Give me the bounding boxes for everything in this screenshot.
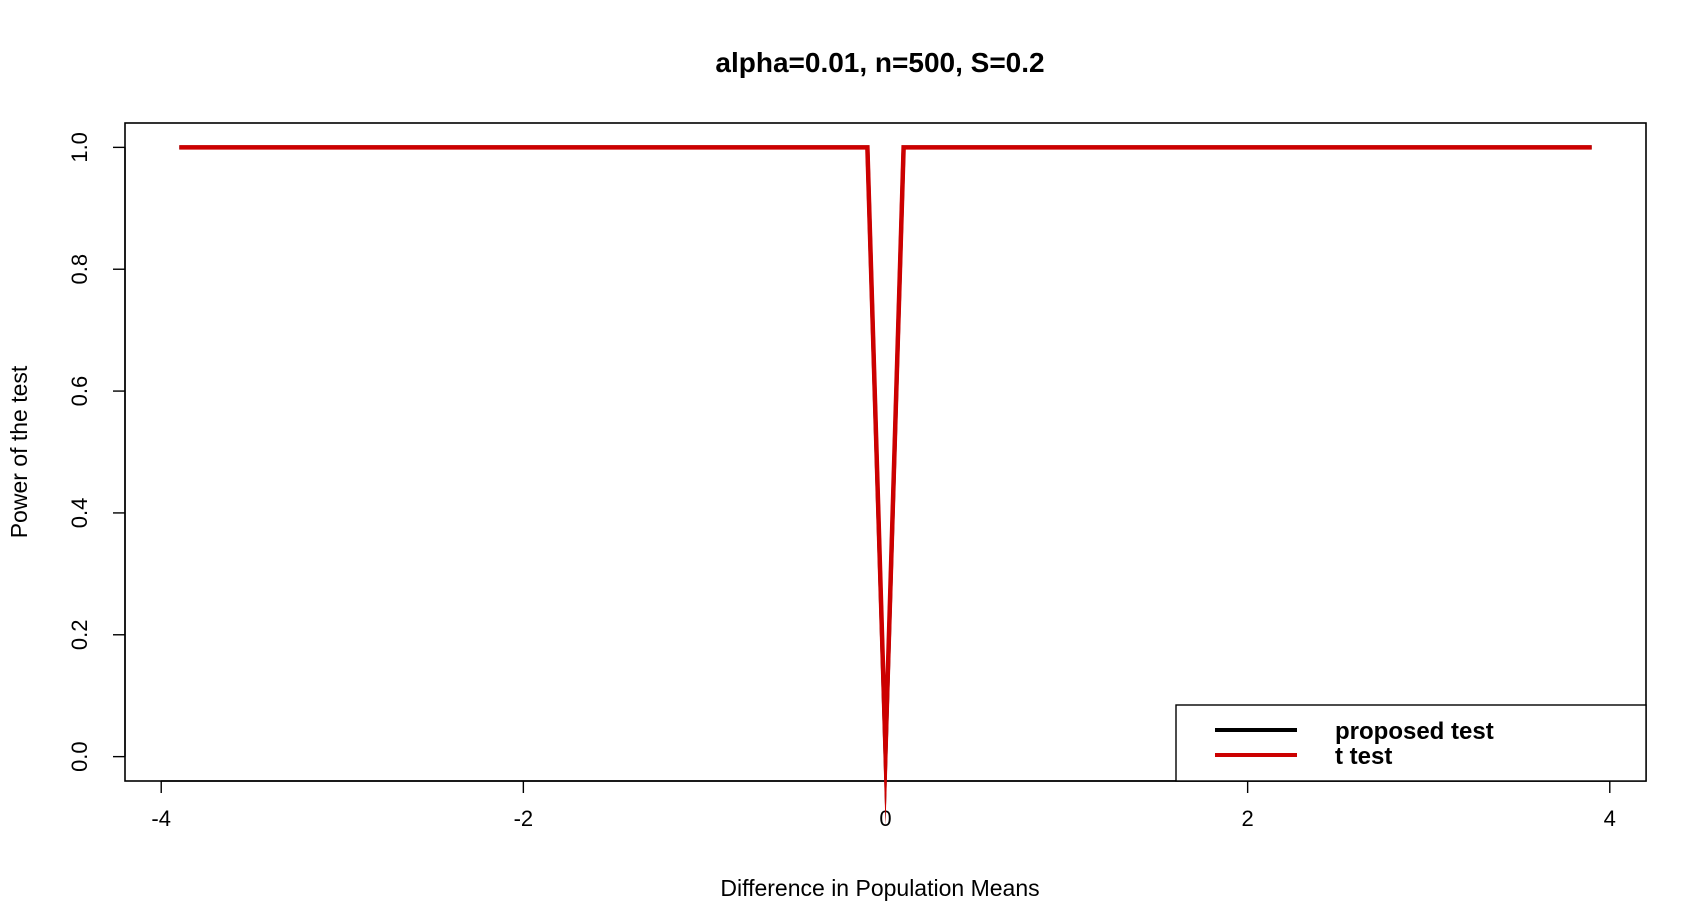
y-tick-label: 0.4 bbox=[67, 498, 92, 529]
chart-title: alpha=0.01, n=500, S=0.2 bbox=[715, 47, 1044, 78]
legend: proposed test t test bbox=[1175, 704, 1647, 782]
series-line-proposed-test bbox=[179, 145, 1592, 822]
x-tick-label: -4 bbox=[151, 806, 171, 831]
x-axis: -4 -2 0 2 4 bbox=[151, 780, 1616, 831]
y-tick-label: 1.0 bbox=[67, 132, 92, 163]
series-line-t-test bbox=[179, 145, 1592, 826]
series-layer bbox=[179, 145, 1592, 826]
x-tick-label: 2 bbox=[1242, 806, 1254, 831]
y-tick-label: 0.6 bbox=[67, 376, 92, 407]
x-tick-label: -2 bbox=[514, 806, 534, 831]
x-axis-label: Difference in Population Means bbox=[720, 875, 1039, 901]
y-axis: 0.0 0.2 0.4 0.6 0.8 1.0 bbox=[67, 132, 126, 772]
y-tick-label: 0.0 bbox=[67, 741, 92, 772]
x-tick-label: 4 bbox=[1604, 806, 1616, 831]
legend-box bbox=[1175, 704, 1647, 782]
legend-label-proposed-test: proposed test bbox=[1335, 718, 1494, 745]
legend-label-t-test: t test bbox=[1335, 743, 1392, 770]
y-tick-label: 0.2 bbox=[67, 619, 92, 650]
y-tick-label: 0.8 bbox=[67, 254, 92, 285]
y-axis-label: Power of the test bbox=[6, 365, 32, 538]
